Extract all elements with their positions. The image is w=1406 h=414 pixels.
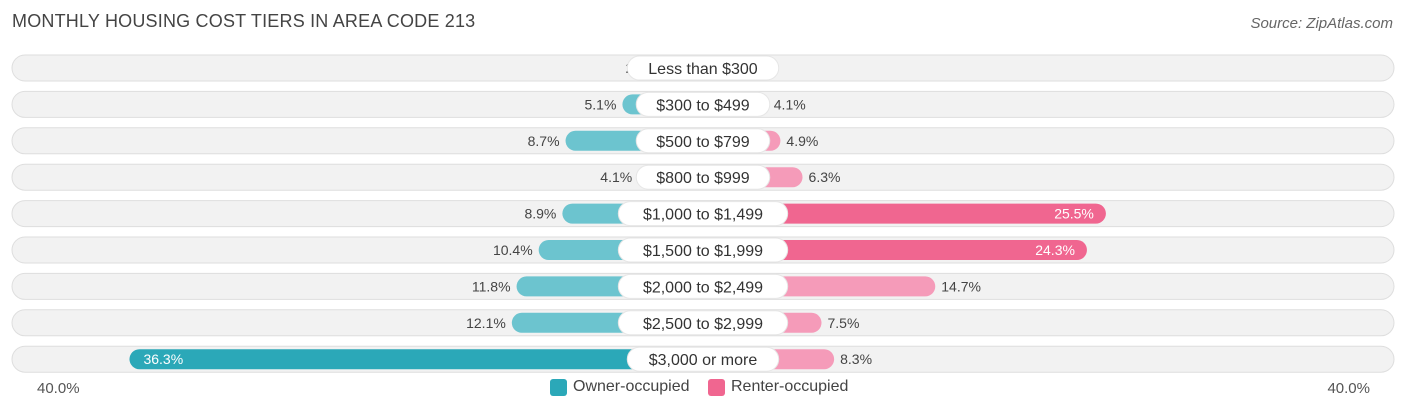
axis-right-label: 40.0% — [1327, 380, 1370, 397]
category-label: Less than $300 — [648, 61, 758, 78]
owner-value-label: 5.1% — [584, 96, 616, 112]
renter-bar — [703, 240, 1087, 260]
chart-row: 36.3% 8.3% $3,000 or more — [11, 345, 1395, 373]
source-note: Source: ZipAtlas.com — [1250, 15, 1393, 32]
category-label: $2,000 to $2,499 — [643, 279, 763, 296]
chart-row: 10.4% 24.3% $1,500 to $1,999 — [11, 236, 1395, 264]
owner-value-label: 11.8% — [472, 278, 511, 294]
category-label: $1,500 to $1,999 — [643, 243, 763, 260]
diverging-bar-chart: 2.5%2.4%Less than $300 5.1% 4.1% $300 to $4… — [11, 54, 1395, 373]
category-label: $2,500 to $2,999 — [643, 316, 763, 333]
category-label: $800 to $999 — [656, 170, 750, 187]
category-pill — [626, 55, 780, 81]
category-label: $3,000 or more — [649, 352, 758, 369]
category-pill — [635, 128, 771, 154]
owner-value-label: 8.9% — [524, 206, 556, 222]
category-pill — [635, 91, 771, 117]
chart-row: 11.8% 14.7% $2,000 to $2,499 — [11, 272, 1395, 300]
owner-value-label: 10.4% — [493, 242, 533, 258]
category-pill — [635, 164, 771, 190]
renter-bar — [703, 203, 1106, 224]
legend: Owner-occupied Renter-occupied — [0, 378, 1406, 400]
chart-title: MONTHLY HOUSING COST TIERS IN AREA CODE … — [12, 11, 476, 31]
legend-renter: Renter-occupied — [708, 378, 848, 396]
owner-value-label: 12.1% — [466, 315, 506, 331]
category-label: $500 to $799 — [656, 134, 750, 151]
chart-row: 2.5%2.4%Less than $300 — [11, 54, 1395, 82]
renter-value-label: 4.9% — [786, 133, 818, 149]
renter-value-label: 14.7% — [941, 278, 981, 294]
renter-value-label: 6.3% — [809, 169, 841, 185]
category-pill — [617, 201, 789, 227]
chart-row: 8.9% 25.5% $1,000 to $1,499 — [11, 200, 1395, 228]
owner-value-label: 36.3% — [143, 351, 183, 367]
renter-swatch-icon — [708, 378, 725, 396]
axis-left-label: 40.0% — [37, 380, 80, 397]
owner-swatch-icon — [550, 378, 567, 396]
chart-row: 5.1% 4.1% $300 to $499 — [11, 90, 1395, 118]
legend-owner-label: Owner-occupied — [573, 378, 690, 395]
chart-row: 4.1% 6.3% $800 to $999 — [11, 163, 1395, 191]
legend-renter-label: Renter-occupied — [731, 378, 849, 395]
owner-value-label: 4.1% — [600, 169, 632, 185]
renter-value-label: 8.3% — [840, 351, 872, 367]
chart-row: 8.7% 4.9% $500 to $799 — [11, 127, 1395, 155]
renter-value-label: 24.3% — [1035, 242, 1075, 258]
chart-row: 12.1% 7.5% $2,500 to $2,999 — [11, 309, 1395, 337]
owner-value-label: 8.7% — [528, 133, 560, 149]
category-label: $1,000 to $1,499 — [643, 207, 763, 224]
legend-owner: Owner-occupied — [550, 378, 690, 396]
owner-bar — [129, 349, 703, 370]
category-pill — [617, 237, 789, 263]
renter-value-label: 4.1% — [774, 96, 806, 112]
renter-value-label: 7.5% — [828, 315, 860, 331]
category-pill — [617, 273, 789, 299]
category-label: $300 to $499 — [656, 97, 750, 114]
renter-value-label: 25.5% — [1054, 206, 1094, 222]
category-pill — [626, 346, 780, 372]
category-pill — [617, 310, 789, 336]
